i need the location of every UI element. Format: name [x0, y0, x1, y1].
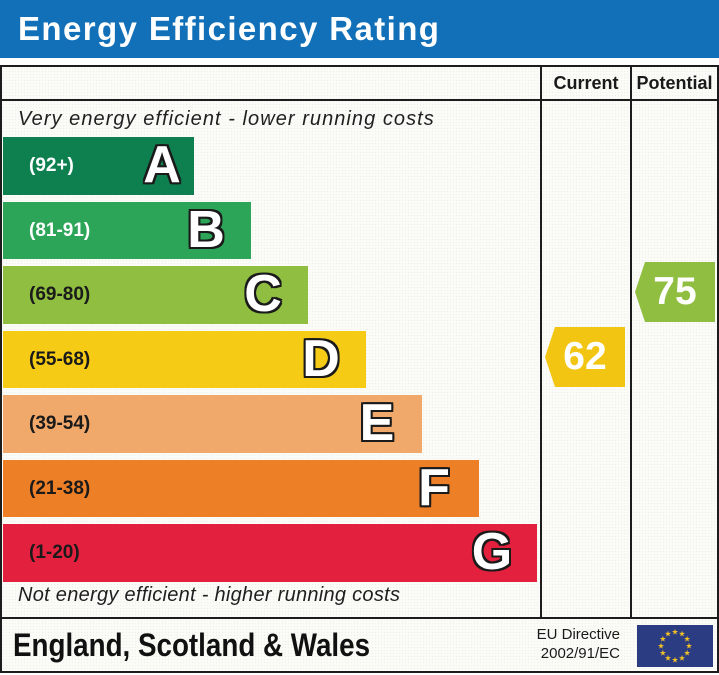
top-note: Very energy efficient - lower running co…	[18, 108, 435, 130]
potential-rating-value: 75	[653, 270, 697, 313]
bottom-note: Not energy efficient - higher running co…	[18, 584, 401, 606]
current-rating-marker: 62	[545, 326, 625, 387]
band-e: (39-54) E	[3, 394, 422, 453]
eu-directive-label: EU Directive 2002/91/EC	[537, 626, 620, 663]
band-c-range: (69-80)	[29, 284, 91, 305]
footer-separator-line	[2, 617, 717, 619]
column-header-potential: Potential	[636, 73, 713, 93]
band-g-range: (1-20)	[29, 542, 80, 563]
band-c: (69-80) C	[3, 265, 308, 324]
current-rating-value: 62	[563, 334, 607, 378]
band-b-letter: B	[187, 200, 225, 259]
header-underline	[2, 99, 717, 101]
band-b: (81-91) B	[3, 200, 251, 259]
band-e-range: (39-54)	[29, 413, 91, 434]
band-a: (92+) A	[3, 136, 194, 195]
current-marker-pointer-shape	[545, 326, 625, 387]
eu-directive-line1: EU Directive	[536, 626, 620, 643]
column-header-current: Current	[553, 73, 619, 93]
band-b-range: (81-91)	[29, 219, 91, 241]
band-f: (21-38) F	[3, 458, 479, 517]
band-d-range: (55-68)	[29, 348, 91, 370]
band-d-letter: D	[302, 329, 340, 388]
eu-flag-icon	[637, 625, 713, 667]
title-bar: Energy Efficiency Rating	[0, 0, 719, 58]
band-g-letter: G	[471, 523, 513, 581]
potential-rating-marker: 75	[635, 262, 715, 322]
page-title: Energy Efficiency Rating	[18, 10, 441, 47]
band-d: (55-68) D	[3, 329, 366, 388]
band-f-letter: F	[418, 458, 450, 517]
band-g: (1-20) G	[3, 523, 537, 582]
band-a-letter: A	[143, 136, 181, 194]
band-e-letter: E	[359, 394, 395, 452]
potential-marker-pointer-shape	[635, 262, 715, 322]
footer-region-label: England, Scotland & Wales	[13, 627, 371, 663]
band-c-letter: C	[244, 265, 282, 323]
band-f-range: (21-38)	[29, 477, 91, 499]
potential-column-divider	[630, 67, 632, 619]
eu-directive-line2: 2002/91/EC	[540, 644, 620, 662]
band-a-range: (92+)	[29, 155, 74, 176]
current-column-divider	[540, 67, 542, 619]
